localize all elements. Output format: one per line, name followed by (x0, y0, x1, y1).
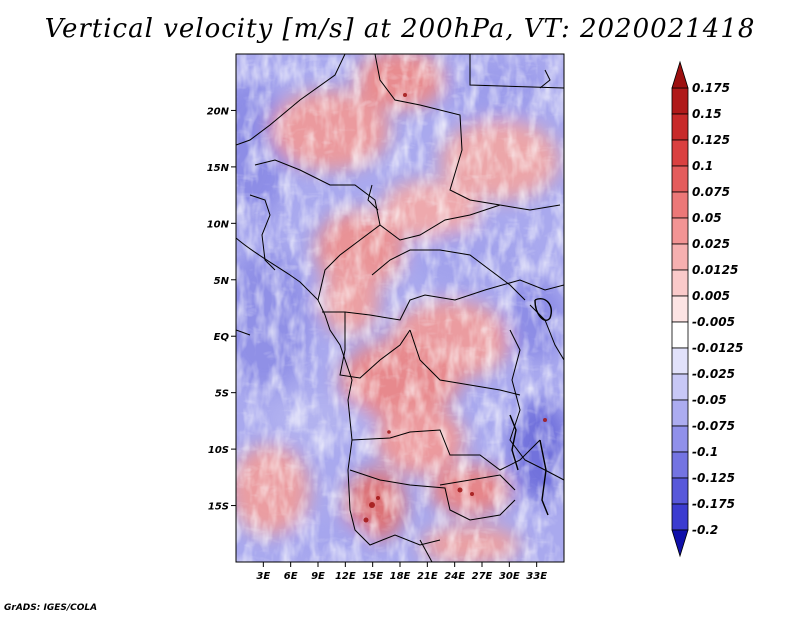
colorbar-label: 0.175 (692, 81, 730, 95)
colorbar-label: 0.15 (692, 107, 722, 121)
velocity-field (236, 54, 564, 562)
lon-tick-label: 15E (362, 571, 383, 582)
lakes (509, 298, 552, 516)
colorbar-bottom-arrow (671, 529, 689, 558)
colorbar-swatch (671, 165, 689, 193)
grads-credit: GrADS: IGES/COLA (4, 603, 98, 613)
colorbar-label: -0.2 (692, 523, 718, 537)
lat-tick-label: 5N (214, 276, 230, 287)
colorbar-label: 0.1 (692, 159, 713, 173)
lon-tick-label: 27E (472, 571, 493, 582)
colorbar (671, 60, 689, 558)
colorbar-swatch (671, 347, 689, 375)
colorbar-labels: 0.175 0.15 0.125 0.1 0.075 0.05 0.025 0.0125 0.0… (692, 81, 743, 537)
lat-tick-label: EQ (214, 332, 230, 343)
colorbar-label: -0.0125 (692, 341, 743, 355)
colorbar-label: 0.125 (692, 133, 730, 147)
colorbar-swatch (671, 399, 689, 427)
lon-tick-label: 33E (526, 571, 547, 582)
latitude-axis: 20N 15N 10N 5N EQ 5S 10S 15S (207, 106, 236, 513)
lon-tick-label: 6E (284, 571, 298, 582)
lat-tick-label: 10S (208, 445, 229, 456)
colorbar-label: 0.005 (692, 289, 730, 303)
colorbar-swatch (671, 113, 689, 141)
colorbar-label: 0.075 (692, 185, 730, 199)
colorbar-swatch (671, 373, 689, 401)
colorbar-swatch (671, 477, 689, 505)
colorbar-swatch (671, 295, 689, 323)
lat-tick-label: 10N (207, 219, 230, 230)
colorbar-swatch (671, 503, 689, 531)
colorbar-swatch (671, 269, 689, 297)
colorbar-swatch (671, 191, 689, 219)
colorbar-label: -0.005 (692, 315, 735, 329)
lon-tick-label: 18E (390, 571, 411, 582)
colorbar-swatch (671, 321, 689, 349)
lat-tick-label: 5S (215, 389, 229, 400)
colorbar-swatch (671, 87, 689, 115)
colorbar-swatch (671, 425, 689, 453)
lon-tick-label: 9E (311, 571, 325, 582)
colorbar-label: 0.025 (692, 237, 730, 251)
colorbar-label: -0.175 (692, 497, 735, 511)
colorbar-top-arrow (671, 60, 689, 89)
longitude-axis: 3E 6E 9E 12E 15E 18E 21E 24E 27E 30E 33E (256, 562, 547, 582)
lat-tick-label: 20N (207, 106, 230, 117)
colorbar-label: 0.0125 (692, 263, 738, 277)
map-title: Vertical velocity [m/s] at 200hPa, VT: 2… (44, 14, 756, 44)
colorbar-swatch (671, 451, 689, 479)
lon-tick-label: 3E (256, 571, 270, 582)
lon-tick-label: 12E (335, 571, 356, 582)
colorbar-swatch (671, 243, 689, 271)
colorbar-label: -0.05 (692, 393, 727, 407)
colorbar-swatch (671, 139, 689, 167)
colorbar-label: 0.05 (692, 211, 722, 225)
lat-tick-label: 15S (208, 502, 229, 513)
colorbar-label: -0.125 (692, 471, 735, 485)
lon-tick-label: 21E (417, 571, 438, 582)
colorbar-label: -0.025 (692, 367, 735, 381)
lon-tick-label: 24E (444, 571, 465, 582)
colorbar-swatch (671, 217, 689, 245)
colorbar-label: -0.075 (692, 419, 735, 433)
lat-tick-label: 15N (207, 163, 230, 174)
colorbar-label: -0.1 (692, 445, 718, 459)
lon-tick-label: 30E (499, 571, 520, 582)
